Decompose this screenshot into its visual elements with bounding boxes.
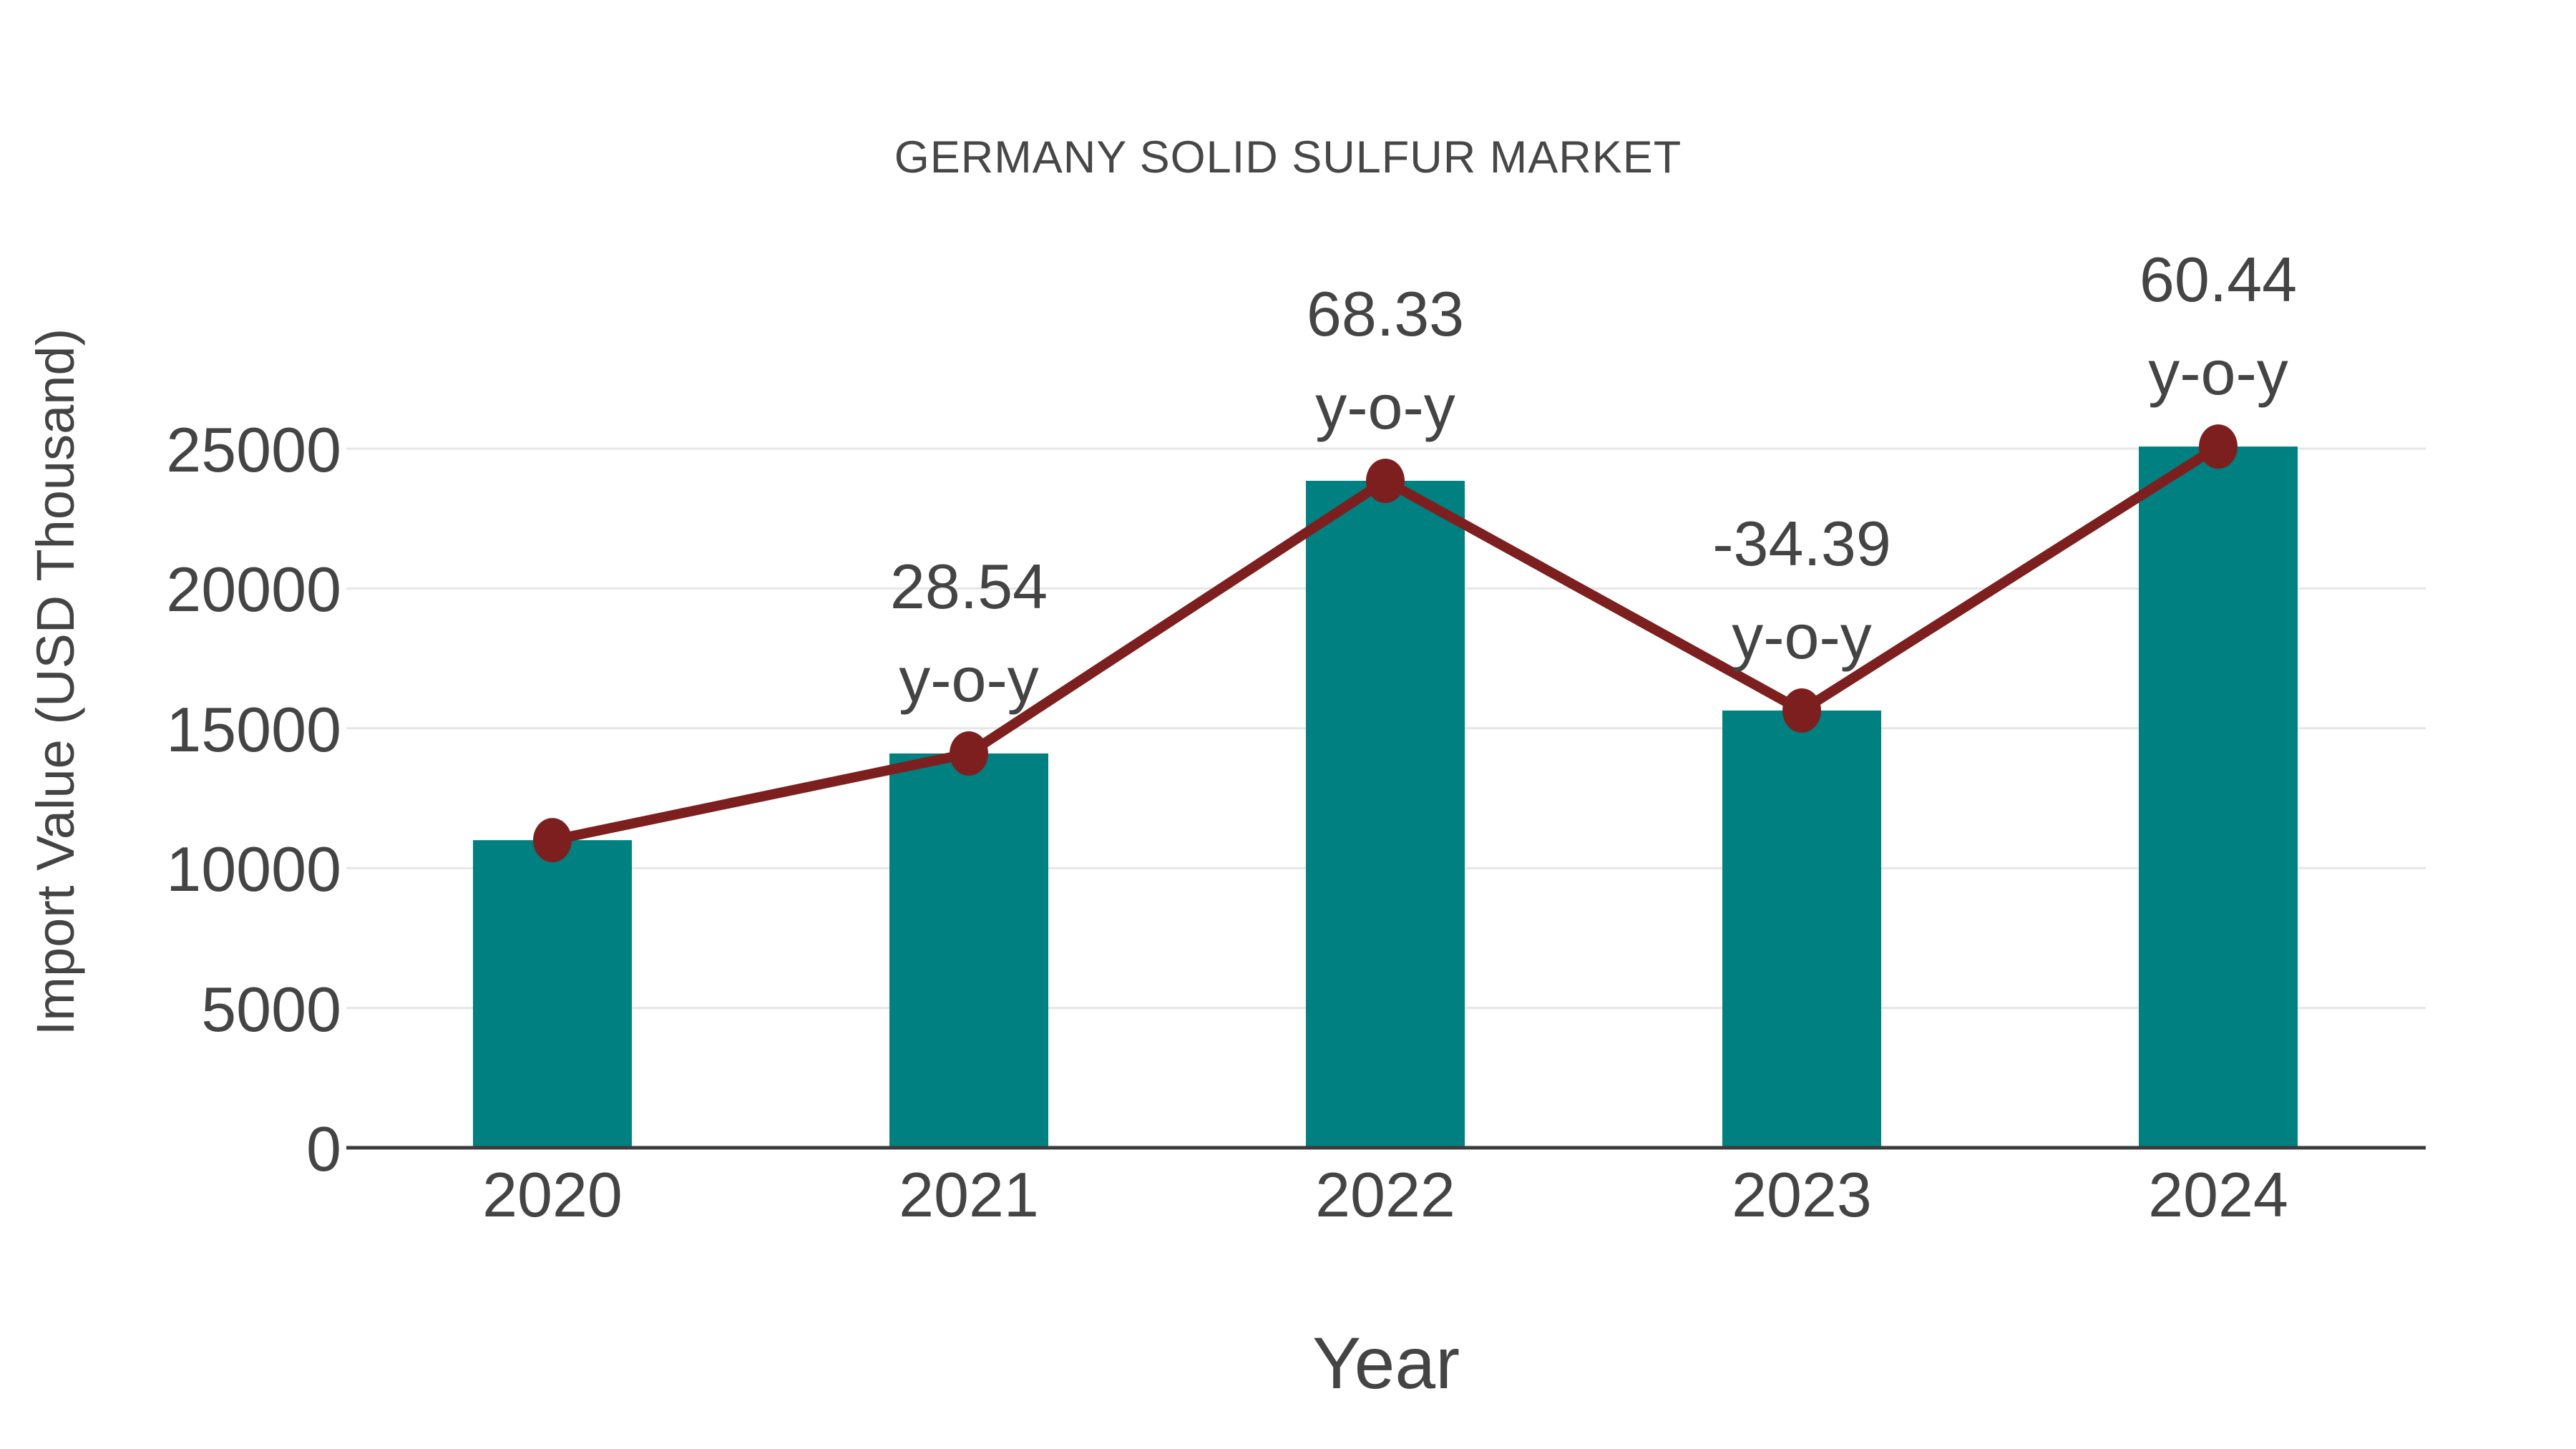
bar-2022 <box>1306 480 1465 1148</box>
y-tick-10000: 10000 <box>166 834 341 904</box>
annotation-2022-value: 68.33 <box>1306 278 1465 349</box>
annotation-2022: 68.33 y-o-y <box>1199 268 1571 454</box>
marker-2023 <box>1782 688 1821 733</box>
marker-2020 <box>533 818 572 863</box>
y-tick-25000: 25000 <box>166 414 341 485</box>
x-tick-2022: 2022 <box>1315 1159 1455 1230</box>
annotation-2021: 28.54 y-o-y <box>783 540 1155 726</box>
x-tick-2020: 2020 <box>482 1159 623 1230</box>
annotation-2023-value: -34.39 <box>1712 508 1891 579</box>
bar-2024 <box>2139 447 2298 1148</box>
x-tick-2023: 2023 <box>1732 1159 1872 1230</box>
bar-2020 <box>473 840 632 1148</box>
chart-title: GERMANY SOLID SULFUR MARKET <box>894 132 1682 182</box>
annotation-2021-sub: y-o-y <box>899 644 1039 715</box>
y-tick-0: 0 <box>306 1113 341 1184</box>
marker-2021 <box>950 731 988 776</box>
x-tick-2021: 2021 <box>899 1159 1039 1230</box>
bar-2021 <box>889 753 1048 1148</box>
x-axis-title: Year <box>1312 1322 1460 1404</box>
bar-2023 <box>1722 710 1881 1148</box>
y-tick-15000: 15000 <box>166 694 341 765</box>
y-tick-20000: 20000 <box>166 554 341 625</box>
annotation-2023-sub: y-o-y <box>1732 601 1872 672</box>
marker-2022 <box>1366 458 1405 503</box>
x-tick-2024: 2024 <box>2148 1159 2288 1230</box>
y-tick-5000: 5000 <box>201 974 341 1045</box>
annotation-2024: 60.44 y-o-y <box>2032 233 2404 419</box>
marker-2024 <box>2199 424 2238 469</box>
annotation-2022-sub: y-o-y <box>1315 371 1455 442</box>
annotation-2023: -34.39 y-o-y <box>1616 497 1988 683</box>
annotation-2024-sub: y-o-y <box>2148 337 2288 408</box>
annotation-2021-value: 28.54 <box>889 551 1048 622</box>
annotation-2024-value: 60.44 <box>2139 244 2298 315</box>
